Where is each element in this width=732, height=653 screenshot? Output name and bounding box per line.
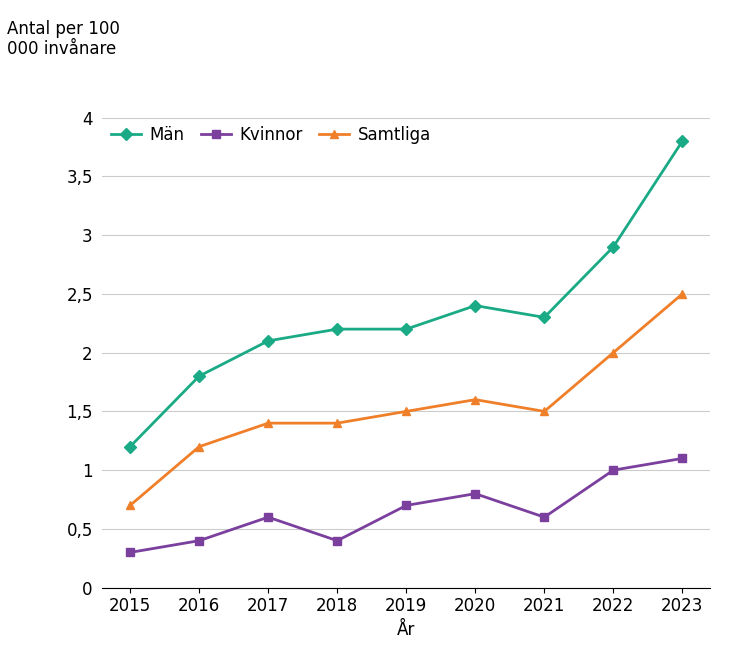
Män [126, 443, 135, 451]
Kvinnor [126, 549, 135, 556]
Kvinnor [264, 513, 272, 521]
Kvinnor [195, 537, 203, 545]
Samtliga [333, 419, 342, 427]
Samtliga [609, 349, 618, 357]
Samtliga [678, 290, 687, 298]
Legend: Män, Kvinnor, Samtliga: Män, Kvinnor, Samtliga [111, 126, 430, 144]
Line: Samtliga: Samtliga [126, 290, 687, 509]
Män [402, 325, 411, 333]
Män [333, 325, 342, 333]
X-axis label: År: År [397, 621, 416, 639]
Samtliga [540, 407, 549, 415]
Text: Antal per 100
000 invånare: Antal per 100 000 invånare [7, 20, 120, 58]
Kvinnor [471, 490, 479, 498]
Samtliga [195, 443, 203, 451]
Män [264, 337, 272, 345]
Kvinnor [678, 454, 687, 462]
Samtliga [264, 419, 272, 427]
Kvinnor [540, 513, 549, 521]
Line: Kvinnor: Kvinnor [126, 454, 687, 556]
Samtliga [402, 407, 411, 415]
Line: Män: Män [126, 137, 687, 451]
Samtliga [126, 502, 135, 509]
Män [471, 302, 479, 310]
Män [195, 372, 203, 380]
Män [540, 313, 549, 321]
Män [678, 137, 687, 145]
Samtliga [471, 396, 479, 404]
Kvinnor [402, 502, 411, 509]
Kvinnor [609, 466, 618, 474]
Kvinnor [333, 537, 342, 545]
Män [609, 243, 618, 251]
